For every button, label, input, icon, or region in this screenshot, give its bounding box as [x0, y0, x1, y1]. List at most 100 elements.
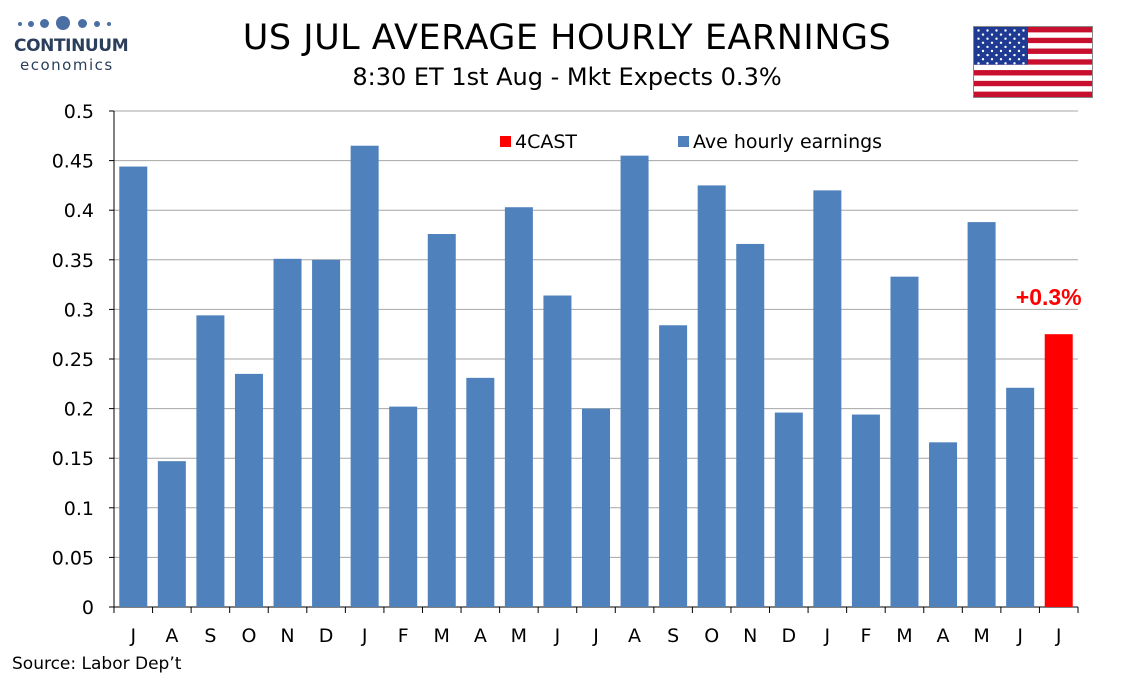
- chart-title: US JUL AVERAGE HOURLY EARNINGS: [242, 18, 892, 58]
- earnings-bar: [543, 295, 572, 607]
- y-tick-label: 0.3: [64, 299, 94, 321]
- legend-label: Ave hourly earnings: [693, 131, 882, 153]
- flag-star: [999, 49, 1003, 53]
- y-tick-label: 0.25: [52, 349, 94, 371]
- x-tick-label: N: [743, 625, 757, 647]
- flag-star: [999, 58, 1003, 61]
- flag-stripe: [974, 32, 1092, 38]
- logo-tagline: economics: [20, 56, 114, 74]
- flag-star: [995, 53, 998, 57]
- flag-star: [995, 29, 998, 32]
- forecast-bar: [1044, 334, 1073, 607]
- flag-stripe: [974, 37, 1092, 44]
- flag-star: [986, 62, 989, 65]
- x-tick-label: J: [592, 625, 599, 647]
- flag-star: [1013, 45, 1016, 49]
- legend-swatch: [500, 136, 511, 147]
- flag-star: [999, 33, 1003, 36]
- x-tick-label: J: [1055, 625, 1062, 647]
- x-tick-label: J: [824, 625, 831, 647]
- x-tick-label: M: [511, 625, 527, 647]
- flag-star: [977, 62, 980, 65]
- flag-stripe: [974, 48, 1092, 55]
- flag-stripe: [974, 75, 1092, 82]
- x-tick-label: J: [361, 625, 368, 647]
- flag-star: [1017, 41, 1021, 44]
- flag-star: [1004, 45, 1007, 49]
- y-tick-label: 0.1: [64, 498, 94, 520]
- earnings-bar: [774, 412, 803, 607]
- flag-star: [1008, 49, 1012, 53]
- earnings-bar: [659, 325, 688, 607]
- flag-star: [1022, 45, 1025, 49]
- flag-star: [1004, 53, 1007, 57]
- flag-star: [999, 41, 1003, 44]
- forecast-annotation: +0.3%: [1016, 284, 1082, 310]
- y-tick-label: 0.05: [52, 547, 94, 569]
- earnings-bar: [697, 185, 726, 607]
- earnings-bar: [273, 258, 302, 607]
- flag-stripe: [974, 53, 1092, 60]
- flag-star: [1013, 37, 1016, 40]
- earnings-bar: [851, 414, 880, 607]
- flag-star: [1013, 62, 1016, 65]
- chart-subtitle: 8:30 ET 1st Aug - Mkt Expects 0.3%: [352, 63, 782, 91]
- earnings-bar: [736, 243, 765, 608]
- flag-stripe: [974, 43, 1092, 49]
- flag-stripe: [974, 59, 1092, 65]
- earnings-bar: [234, 373, 263, 607]
- x-tick-label: O: [241, 625, 256, 647]
- earnings-bar: [427, 234, 456, 607]
- flag-star: [1004, 62, 1007, 65]
- flag-star: [1022, 29, 1025, 32]
- flag-star: [986, 37, 989, 40]
- earnings-bar: [312, 259, 341, 607]
- x-tick-label: S: [204, 625, 216, 647]
- y-tick-label: 0.35: [52, 250, 94, 272]
- earnings-bar: [582, 408, 610, 607]
- earnings-bar: [157, 461, 186, 607]
- flag-star: [1013, 29, 1016, 32]
- continuum-logo: CONTINUUM economics: [14, 16, 139, 76]
- flag-stripe: [974, 70, 1092, 76]
- flag-star: [1017, 58, 1021, 61]
- y-tick-label: 0.2: [64, 399, 94, 421]
- flag-star: [990, 41, 994, 44]
- flag-star: [1008, 41, 1012, 44]
- flag-star: [995, 45, 998, 49]
- flag-star: [990, 49, 994, 53]
- flag-star: [990, 58, 994, 61]
- legend-swatch: [678, 136, 689, 147]
- earnings-bar: [504, 207, 533, 607]
- flag-star: [1022, 53, 1025, 57]
- flag-star: [1017, 33, 1021, 36]
- flag-star: [990, 33, 994, 36]
- flag-star: [1022, 62, 1025, 65]
- flag-star: [1008, 58, 1012, 61]
- flag-stripe: [974, 80, 1092, 87]
- flag-stripe: [974, 27, 1092, 33]
- flag-star: [981, 49, 985, 53]
- earnings-bar: [350, 145, 379, 607]
- flag-stripe: [974, 91, 1092, 97]
- flag-star: [1022, 37, 1025, 40]
- flag-star: [981, 58, 985, 61]
- flag-star: [977, 53, 980, 57]
- x-tick-label: F: [860, 625, 871, 647]
- earnings-bar: [813, 190, 842, 608]
- earnings-bar: [1006, 387, 1035, 607]
- x-tick-label: M: [434, 625, 450, 647]
- x-tick-label: F: [398, 625, 409, 647]
- x-tick-label: S: [667, 625, 679, 647]
- y-tick-label: 0: [82, 597, 94, 619]
- flag-star: [995, 62, 998, 65]
- earnings-bar: [890, 276, 919, 607]
- earnings-bar: [196, 315, 225, 607]
- flag-star: [1013, 53, 1016, 57]
- flag-star: [977, 45, 980, 49]
- y-tick-label: 0.15: [52, 448, 94, 470]
- x-tick-label: J: [129, 625, 136, 647]
- flag-star: [977, 29, 980, 32]
- y-tick-label: 0.5: [64, 101, 94, 123]
